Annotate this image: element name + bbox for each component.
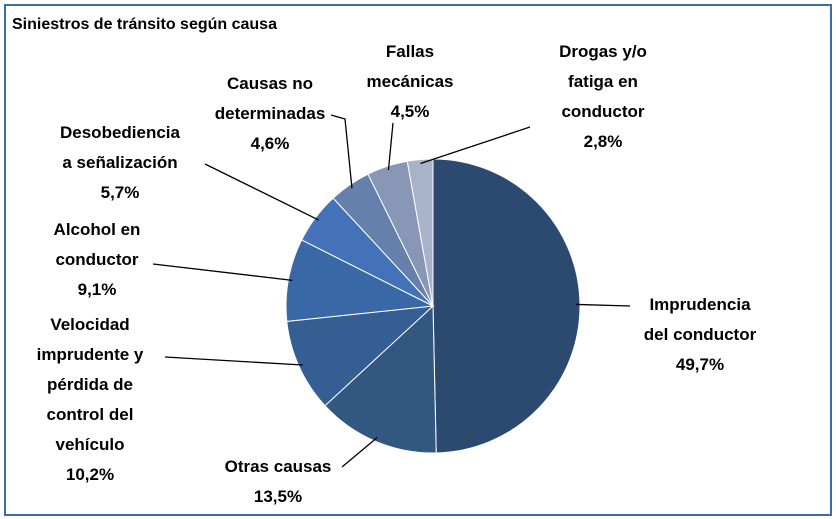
leader-line bbox=[341, 437, 378, 468]
leader-line bbox=[152, 263, 293, 281]
pie-slice bbox=[324, 304, 437, 454]
chart-border bbox=[4, 4, 832, 516]
leader-line bbox=[575, 303, 631, 307]
category-label: Otras causas bbox=[224, 457, 332, 476]
data-label: Causas no determinadas 4,6% bbox=[215, 69, 326, 159]
category-label: Desobediencia a señalización bbox=[60, 123, 180, 172]
value-label: 10,2% bbox=[65, 465, 115, 484]
category-label: Drogas y/o fatiga en conductor bbox=[559, 42, 647, 121]
pie-slice bbox=[286, 305, 435, 407]
data-label: Velocidad imprudente y pérdida de contro… bbox=[37, 310, 144, 490]
data-label: Otras causas 13,5% bbox=[225, 452, 332, 512]
value-label: 9,1% bbox=[77, 280, 117, 299]
chart-title: Siniestros de tránsito según causa bbox=[12, 16, 277, 33]
data-label: Fallas mecánicas 4,5% bbox=[367, 37, 454, 127]
value-label: 4,5% bbox=[390, 102, 430, 121]
leader-line bbox=[164, 356, 303, 366]
leader-line bbox=[204, 163, 320, 221]
category-label: Velocidad imprudente y pérdida de contro… bbox=[36, 315, 144, 454]
leader-line bbox=[420, 126, 531, 165]
data-label: Alcohol en conductor 9,1% bbox=[54, 215, 141, 305]
data-label: Drogas y/o fatiga en conductor 2,8% bbox=[559, 37, 647, 157]
category-label: Imprudencia del conductor bbox=[643, 295, 757, 344]
category-label: Fallas mecánicas bbox=[366, 42, 454, 91]
data-label: Imprudencia del conductor 49,7% bbox=[644, 290, 756, 380]
pie-slice bbox=[432, 158, 581, 454]
leader-line bbox=[387, 122, 394, 171]
value-label: 13,5% bbox=[253, 487, 303, 506]
value-label: 2,8% bbox=[583, 132, 623, 151]
value-label: 49,7% bbox=[675, 355, 725, 374]
data-label: Desobediencia a señalización 5,7% bbox=[60, 118, 180, 208]
category-label: Causas no determinadas bbox=[214, 74, 326, 123]
value-label: 5,7% bbox=[100, 183, 140, 202]
leader-line bbox=[330, 114, 353, 189]
category-label: Alcohol en conductor bbox=[53, 220, 141, 269]
value-label: 4,6% bbox=[250, 134, 290, 153]
